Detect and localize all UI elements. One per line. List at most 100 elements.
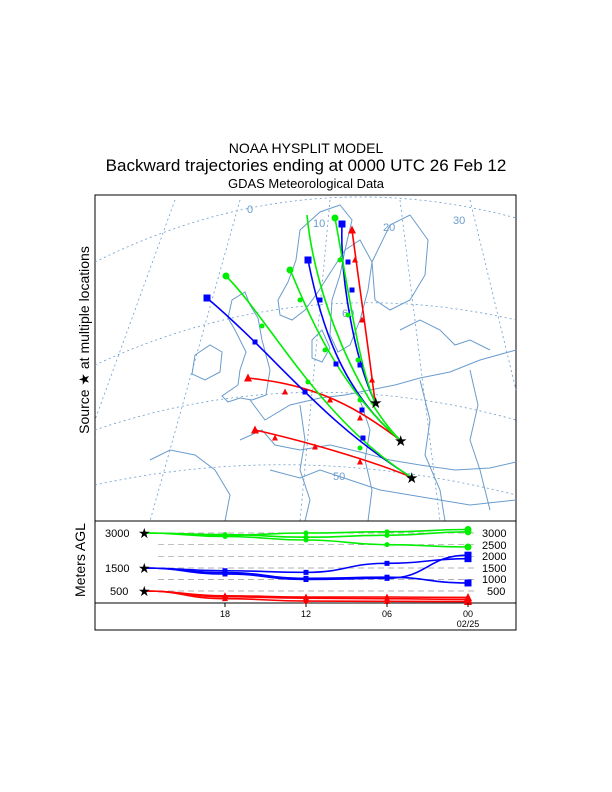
- source-star-3: ★: [405, 470, 418, 487]
- profile-marker-8-3: [384, 542, 390, 548]
- map-marker-7-1: [322, 347, 328, 353]
- profile-marker-5-1: [222, 571, 228, 577]
- profile-ylabel: Meters AGL: [72, 523, 88, 597]
- profile-series: ★ ★ ★: [138, 525, 472, 606]
- map-marker-1-0: [357, 414, 363, 421]
- norway-coast: [277, 204, 353, 321]
- map-traj-blue-3: [206, 297, 412, 478]
- sweden-coast: [329, 239, 373, 353]
- map-marker-6-1: [345, 312, 351, 318]
- profile-marker-2-3: [384, 595, 390, 602]
- profile-marker-2-1: [222, 593, 228, 600]
- lon-line-10: [299, 199, 331, 522]
- side-label-suffix: at multiple locations: [76, 246, 92, 370]
- map-marker-2-0: [357, 458, 363, 465]
- profile-left-ticks: 3000 1500 500: [105, 528, 129, 598]
- right-tick-1000: 1000: [482, 574, 506, 586]
- profile-marker-3-4: [464, 579, 472, 587]
- left-tick-1500: 1500: [105, 563, 129, 575]
- lon-label-20: 20: [383, 222, 395, 234]
- map-marker-1-3: [244, 373, 252, 382]
- profile-marker-8-2: [303, 537, 309, 543]
- map-marker-4-3: [304, 256, 312, 264]
- lon-label-0: 0: [247, 204, 253, 216]
- map-frame: [94, 194, 517, 522]
- ireland-coast: [191, 344, 223, 381]
- profile-marker-5-3: [384, 575, 390, 581]
- map-marker-8-0: [357, 445, 363, 451]
- lat-line-60: [94, 302, 517, 366]
- profile-start-star-3000: ★: [138, 525, 151, 541]
- model-title: NOAA HYSPLIT MODEL: [228, 140, 384, 156]
- source-star-1: ★: [369, 395, 382, 412]
- profile-marker-7-4: [464, 528, 472, 536]
- lon-label-10: 10: [313, 218, 325, 230]
- map-traj-red-3: [254, 429, 412, 478]
- great-britain-coast: [221, 291, 271, 403]
- lat-line-70: [94, 196, 517, 263]
- map-marker-6-3: [331, 214, 339, 222]
- left-tick-500: 500: [110, 586, 128, 598]
- map-marker-4-0: [359, 407, 365, 413]
- map-marker-5-0: [360, 435, 366, 441]
- map-marker-0-3: [348, 225, 356, 234]
- time-axis: 18 12 06 00 02/25: [220, 609, 479, 629]
- time-tick-18: 18: [220, 609, 230, 619]
- profile-marker-2-4: [464, 594, 472, 603]
- map-traj-green-4: [306, 214, 401, 441]
- right-tick-2500: 2500: [482, 540, 506, 552]
- map-marker-4-1: [333, 361, 339, 367]
- map-marker-0-2: [352, 256, 358, 263]
- right-tick-2000: 2000: [482, 551, 506, 563]
- map-marker-1-1: [327, 396, 333, 403]
- map-markers: [203, 214, 375, 465]
- profile-marker-8-4: [464, 543, 472, 551]
- right-tick-500: 500: [487, 586, 505, 598]
- map-marker-6-0: [355, 357, 361, 363]
- map-marker-4-2: [317, 297, 323, 303]
- map-marker-0-1: [359, 316, 365, 323]
- time-tickmarks: [224, 603, 469, 607]
- profile-marker-4-3: [384, 560, 390, 566]
- source-star-2: ★: [394, 433, 407, 450]
- border-line-2: [269, 469, 517, 506]
- profile-marker-4-1: [222, 568, 228, 574]
- map-marker-5-2: [252, 339, 258, 345]
- right-tick-1500: 1500: [482, 563, 506, 575]
- map-marker-5-3: [203, 294, 211, 302]
- map-marker-3-1: [349, 287, 355, 293]
- border-line-6: [469, 369, 491, 511]
- side-label-star: ★: [76, 373, 92, 386]
- map-marker-2-1: [312, 443, 318, 450]
- profile-marker-6-3: [384, 529, 390, 535]
- profile-marker-4-2: [303, 569, 309, 575]
- map-marker-3-3: [338, 220, 346, 228]
- profile-marker-2-2: [303, 594, 309, 601]
- profile-panel: ★ ★ ★ 3000 1500 500 3000 2500 2000 1500 10…: [94, 520, 517, 631]
- time-tick-12: 12: [301, 609, 311, 619]
- lat-line-45: [94, 464, 517, 496]
- map-marker-6-2: [337, 257, 343, 263]
- map-marker-3-2: [345, 259, 351, 265]
- border-line-3: [299, 404, 311, 522]
- profile-start-star-1500: ★: [138, 560, 151, 576]
- meteo-subtitle: GDAS Meteorological Data: [227, 176, 385, 191]
- map-marker-7-2: [297, 297, 303, 303]
- map-traj-green-3: [225, 275, 412, 478]
- denmark-coast: [311, 329, 331, 363]
- time-tick-06: 06: [382, 609, 392, 619]
- right-tick-3000: 3000: [482, 528, 506, 540]
- side-label: Source ★ at multiple locations: [76, 240, 96, 440]
- profile-marker-5-4: [464, 551, 472, 559]
- side-label-prefix: Source: [76, 389, 92, 434]
- lon-line-0: [149, 199, 241, 522]
- map-trajectories: [206, 214, 412, 478]
- map-marker-8-2: [259, 323, 265, 329]
- date-label: 02/25: [457, 619, 480, 629]
- map-marker-7-3: [286, 266, 294, 274]
- france-coast: [149, 449, 231, 522]
- map-marker-8-1: [305, 379, 311, 385]
- map-marker-5-1: [302, 389, 308, 395]
- border-line-1: [239, 429, 517, 471]
